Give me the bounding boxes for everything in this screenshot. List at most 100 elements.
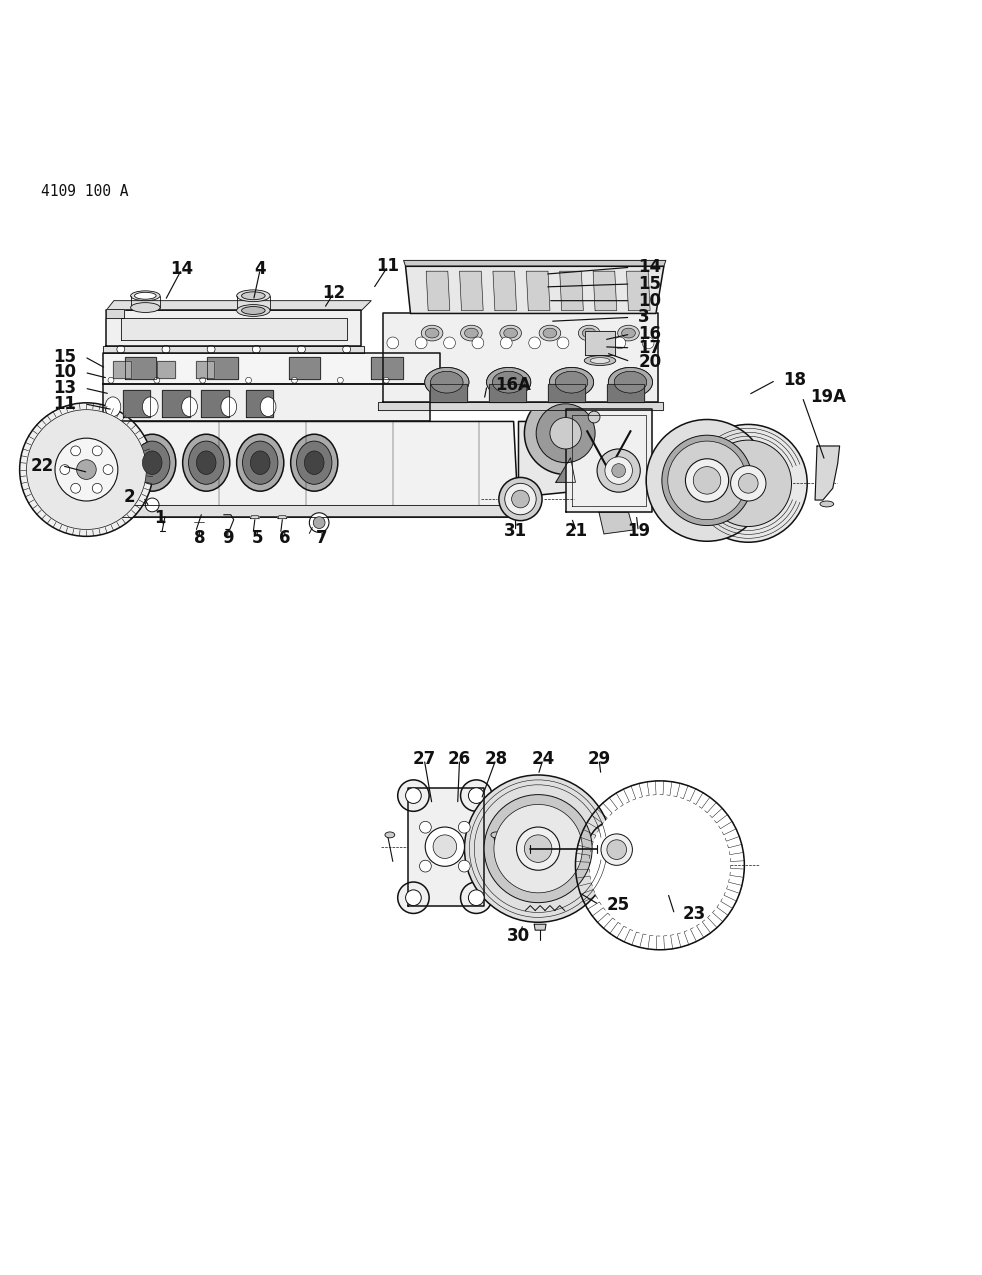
Circle shape [92,446,102,455]
Polygon shape [534,924,546,931]
Circle shape [461,882,492,913]
Ellipse shape [487,367,530,397]
Circle shape [588,411,600,423]
Circle shape [145,499,159,511]
Circle shape [524,391,607,474]
Circle shape [298,346,305,353]
Text: 7: 7 [316,529,328,547]
Ellipse shape [578,325,600,340]
Text: 5: 5 [251,529,263,547]
Ellipse shape [584,356,616,366]
Circle shape [433,835,457,858]
Circle shape [524,835,552,862]
Polygon shape [289,357,320,379]
Text: 30: 30 [507,927,530,945]
Circle shape [685,459,729,502]
Ellipse shape [556,371,587,393]
Circle shape [292,377,298,384]
Text: 11: 11 [376,258,400,275]
Ellipse shape [183,435,230,491]
Ellipse shape [608,367,652,397]
Polygon shape [207,357,239,379]
Circle shape [459,861,470,872]
Polygon shape [125,357,156,379]
Circle shape [550,417,581,449]
Circle shape [459,821,470,833]
Polygon shape [103,384,430,422]
Circle shape [646,419,768,542]
Circle shape [589,794,731,936]
Circle shape [429,377,435,384]
Text: 14: 14 [638,259,662,277]
Circle shape [419,821,431,833]
Circle shape [642,337,654,349]
Ellipse shape [491,831,501,838]
Text: 3: 3 [638,309,650,326]
Text: 19: 19 [627,523,650,541]
Polygon shape [246,390,273,417]
Ellipse shape [556,371,587,393]
Circle shape [398,780,429,811]
Polygon shape [518,422,617,497]
Circle shape [738,473,758,493]
Ellipse shape [615,371,646,393]
Circle shape [557,337,569,349]
Ellipse shape [297,441,332,484]
Circle shape [662,435,752,525]
Polygon shape [593,272,617,311]
Text: 28: 28 [484,750,508,769]
Circle shape [20,403,153,537]
Ellipse shape [421,325,443,340]
Text: 4: 4 [254,260,266,278]
Circle shape [505,483,536,515]
Polygon shape [493,272,517,311]
Circle shape [705,440,791,527]
Ellipse shape [196,451,216,474]
Polygon shape [489,384,526,402]
Ellipse shape [425,328,439,338]
Circle shape [92,483,102,493]
Ellipse shape [622,328,635,338]
Ellipse shape [135,292,156,300]
Circle shape [383,377,389,384]
Text: 10: 10 [54,363,77,381]
Ellipse shape [618,325,639,340]
Polygon shape [201,390,229,417]
Circle shape [71,446,81,455]
Circle shape [425,827,464,866]
Circle shape [309,513,329,533]
Ellipse shape [820,501,834,507]
Circle shape [444,337,456,349]
Circle shape [461,780,492,811]
Ellipse shape [550,367,593,397]
Polygon shape [607,384,644,402]
Polygon shape [103,353,440,384]
Ellipse shape [492,371,524,393]
Ellipse shape [550,367,593,397]
Circle shape [494,805,582,892]
Circle shape [668,441,746,520]
Text: 9: 9 [222,529,234,547]
Text: 26: 26 [448,750,471,769]
Ellipse shape [242,292,265,300]
Circle shape [468,890,484,905]
Circle shape [585,337,597,349]
Ellipse shape [129,435,176,491]
Ellipse shape [237,289,270,302]
Ellipse shape [105,397,121,417]
Text: 21: 21 [565,523,588,541]
Text: 1: 1 [154,509,166,527]
Ellipse shape [291,435,338,491]
Text: 31: 31 [504,523,527,541]
Circle shape [103,464,113,474]
Ellipse shape [135,441,170,484]
Circle shape [313,516,325,529]
Polygon shape [93,422,518,516]
Ellipse shape [131,302,160,312]
Ellipse shape [182,397,197,417]
Circle shape [693,467,721,495]
Ellipse shape [539,325,561,340]
Ellipse shape [260,397,276,417]
Circle shape [597,449,640,492]
Ellipse shape [608,367,652,397]
